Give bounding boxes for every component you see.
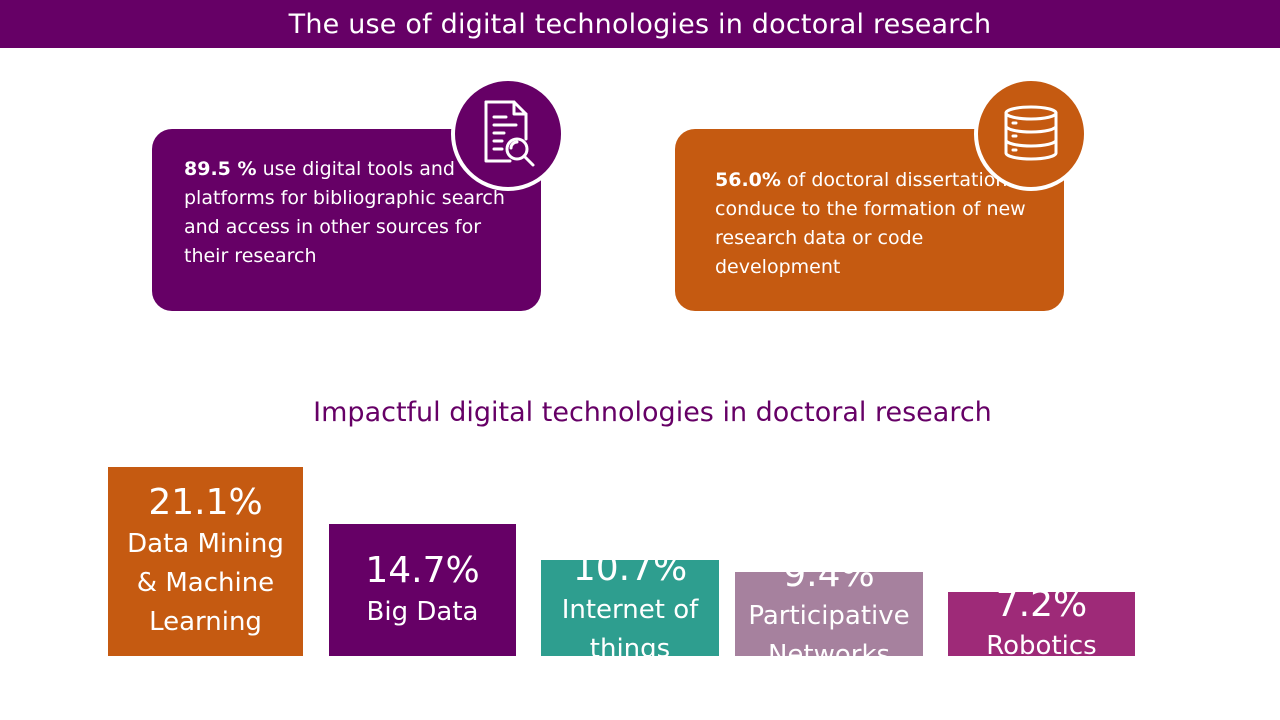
bar-category-line: Learning [149, 607, 262, 637]
bar-category-line: Data Mining [127, 529, 284, 559]
bar-category-label: Internet of things [562, 591, 699, 669]
bar-category-label: Robotics [986, 627, 1096, 666]
bar-value-label: 7.2% [995, 583, 1088, 625]
database-icon [974, 77, 1088, 191]
document-search-icon [451, 77, 565, 191]
bar-category-label: Participative Networks [748, 597, 909, 675]
page-title: The use of digital technologies in docto… [288, 8, 992, 40]
header-banner: The use of digital technologies in docto… [0, 0, 1280, 48]
stat-card-research-data: 56.0% of doctoral dissertations conduce … [675, 129, 1064, 311]
bar-1: 21.1% Data Mining & Machine Learning [108, 467, 303, 656]
bar-category-line: Internet of [561, 595, 699, 625]
bar-category-line: Participative [748, 601, 910, 631]
bar-value-label: 9.4% [783, 554, 875, 595]
stat-text: use digital tools and platforms for bibl… [184, 158, 505, 267]
bar-category-line: Big Data [366, 596, 479, 627]
bar-2: 14.7% Big Data [329, 524, 516, 656]
bar-value-label: 10.7% [572, 548, 688, 589]
stat-text: of doctoral dissertations conduce to the… [715, 169, 1026, 278]
bar-value-label: 21.1% [148, 482, 263, 523]
bar-5: 7.2% Robotics [948, 584, 1135, 661]
stat-value: 56.0% [715, 169, 781, 191]
chart-title: Impactful digital technologies in doctor… [313, 397, 992, 428]
bar-category-line: things [589, 634, 671, 664]
bar-4: 9.4% Participative Networks [735, 554, 923, 670]
stat-card-bibliographic: 89.5 % use digital tools and platforms f… [152, 129, 541, 311]
bar-value-label: 14.7% [365, 549, 480, 591]
bar-category-line: Robotics [986, 630, 1097, 661]
bar-category-label: Data Mining & Machine Learning [127, 525, 284, 642]
stat-value: 89.5 % [184, 158, 257, 180]
bar-category-line: & Machine [136, 568, 275, 598]
bar-3: 10.7% Internet of things [541, 548, 719, 664]
bar-category-label: Big Data [367, 593, 479, 632]
bar-category-line: Networks [767, 640, 891, 670]
